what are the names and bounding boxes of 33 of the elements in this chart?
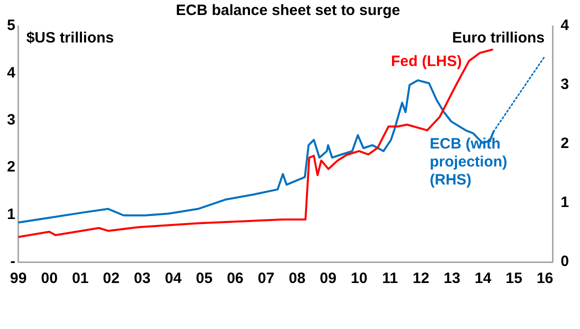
y-tick-label: 3 [7, 112, 16, 129]
x-tick-label: 06 [226, 270, 244, 288]
x-tick-label: 04 [164, 270, 182, 288]
x-tick-label: 16 [536, 270, 554, 288]
chart-title: ECB balance sheet set to surge [176, 2, 400, 20]
x-tick-label: 10 [350, 270, 368, 288]
y-tick-label: 1 [7, 206, 16, 223]
x-tick-label: 03 [134, 270, 151, 288]
x-tick-label: 15 [506, 270, 522, 288]
x-tick-label: 08 [288, 270, 306, 288]
y-tick-label: 2 [7, 158, 16, 176]
y-tick-label: 4 [7, 64, 16, 82]
y2-axis-title: Euro trillions [452, 30, 545, 47]
y2-tick-label: 2 [560, 135, 569, 152]
x-tick-label: 00 [40, 270, 58, 288]
x-tick-label: 07 [258, 270, 274, 288]
x-tick-label: 05 [196, 270, 213, 288]
x-tick-label: 11 [382, 270, 398, 288]
x-tick-label: 13 [444, 270, 460, 288]
x-tick-label: 01 [72, 270, 89, 288]
y2-tick-label: 0 [560, 253, 569, 270]
y2-tick-label: 1 [560, 194, 569, 212]
y-axis-title: $US trillions [26, 30, 114, 47]
x-tick-label: 12 [412, 270, 430, 288]
x-tick-label: 14 [474, 270, 492, 288]
x-tick-label: 02 [102, 270, 120, 288]
y2-tick-label: 4 [560, 17, 570, 34]
x-tick-label: 09 [320, 270, 336, 288]
y2-tick-label: 3 [560, 76, 569, 94]
y-tick-label: - [10, 253, 16, 270]
y-tick-label: 5 [7, 17, 16, 34]
series-label: Fed (LHS) [390, 52, 462, 70]
x-tick-label: 99 [10, 270, 27, 288]
